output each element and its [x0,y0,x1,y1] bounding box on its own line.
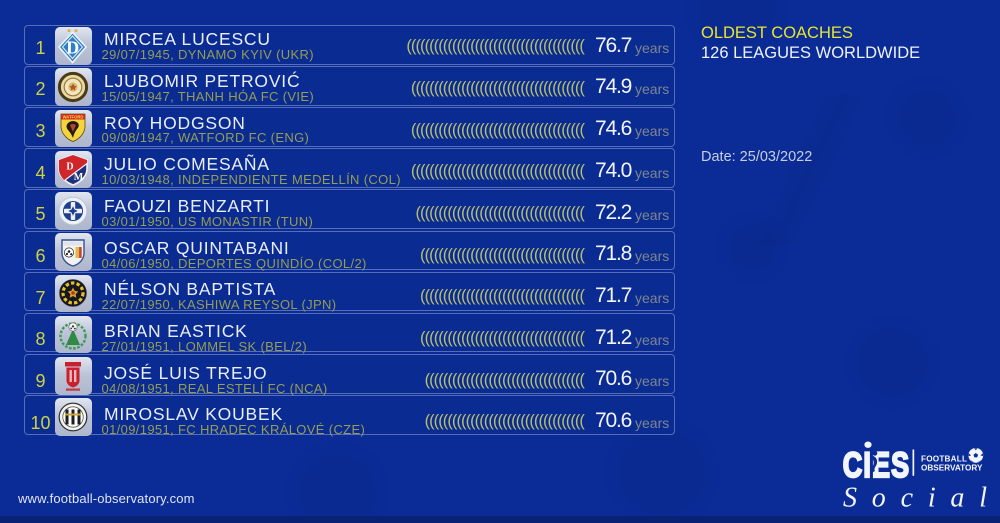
svg-text:OBSERVATORY: OBSERVATORY [921,464,983,473]
svg-text:D: D [66,37,79,57]
svg-text:FOOTBALL: FOOTBALL [921,454,967,463]
svg-text:M: M [74,172,84,183]
svg-text:Social: Social [843,483,1000,514]
svg-text:WATFORD: WATFORD [63,115,84,120]
svg-text:D: D [66,161,73,172]
